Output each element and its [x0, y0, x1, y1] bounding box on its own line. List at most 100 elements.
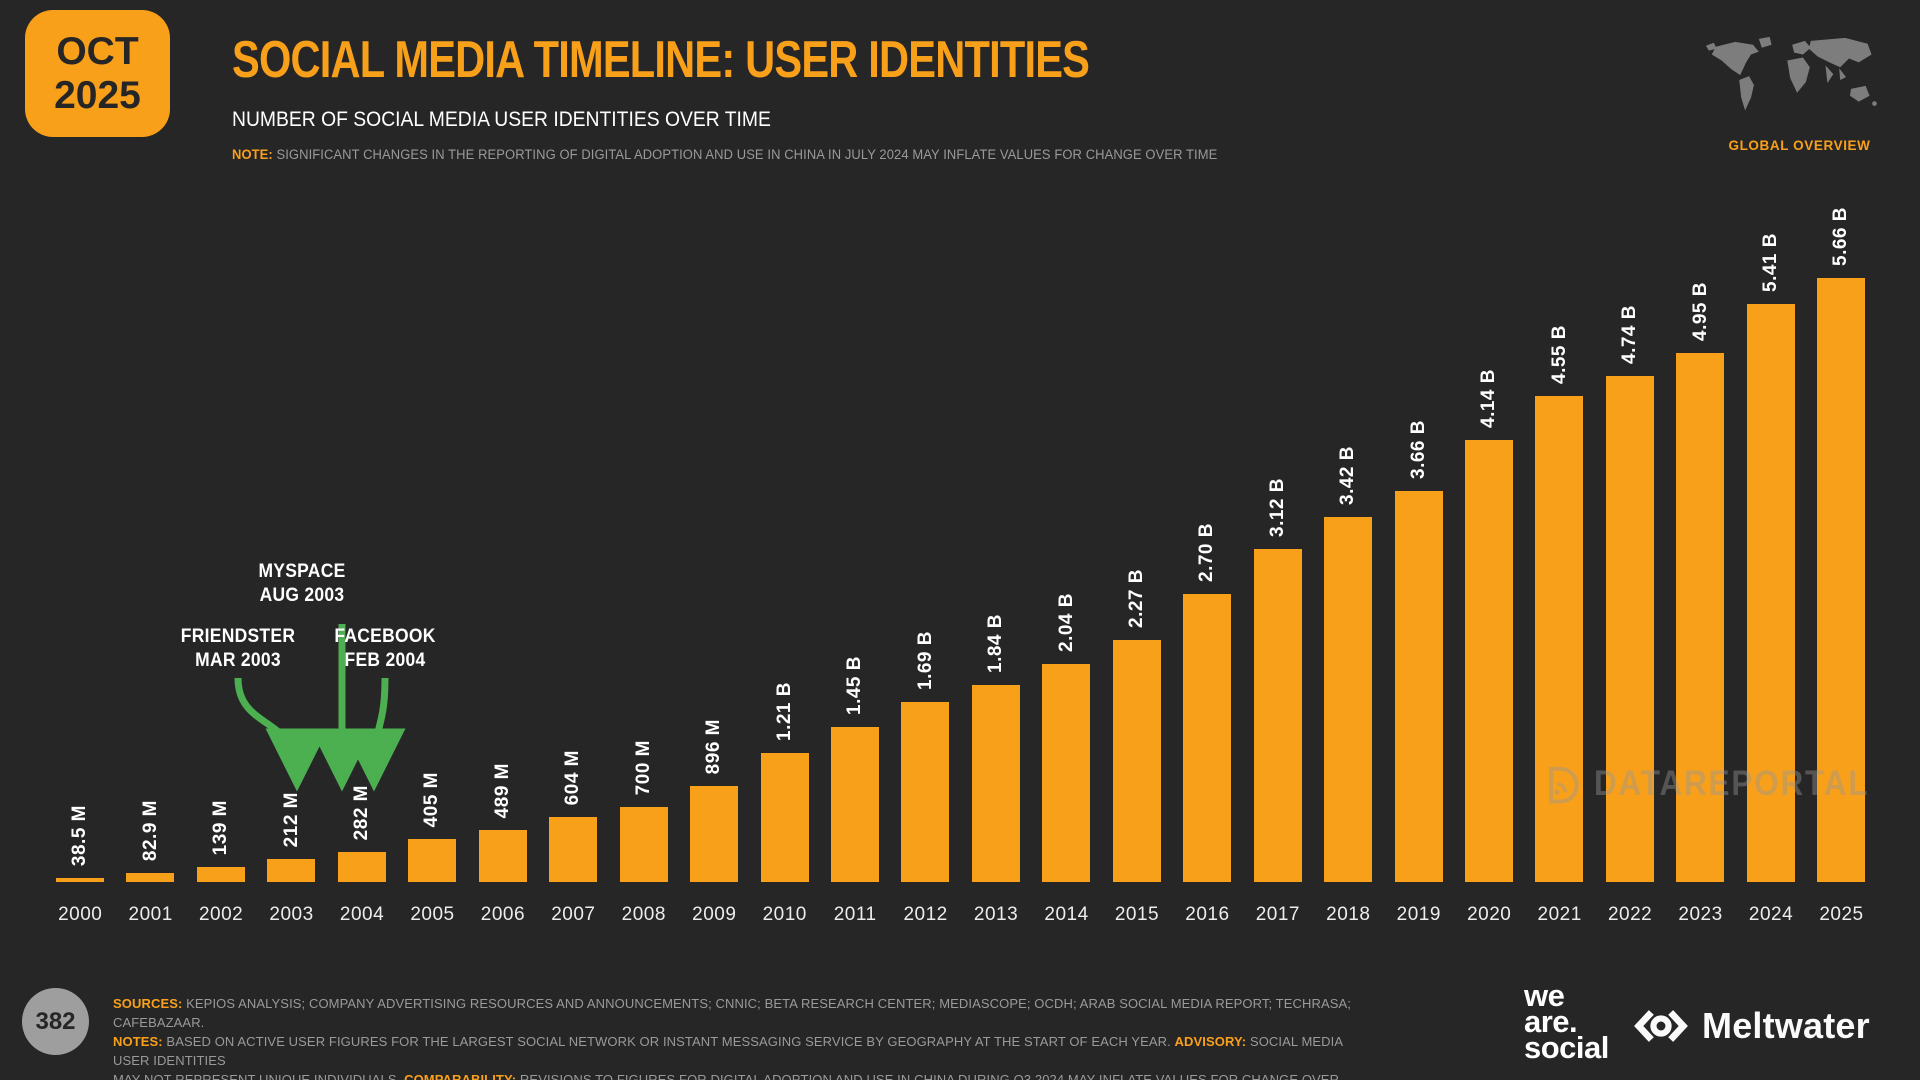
value-label-2019: 3.66 B: [1407, 420, 1429, 479]
year-label-2008: 2008: [621, 904, 666, 925]
bar-2009: [690, 786, 739, 882]
bar-2017: [1253, 549, 1302, 882]
bars-container: 38.5 M 2000 82.9 M 2001 139 M 2002 212 M 2003 28…: [45, 200, 1877, 925]
chart-column-2000: 38.5 M 2000: [45, 200, 115, 925]
chart-column-2018: 3.42 B 2018: [1313, 200, 1383, 925]
chart-column-2025: 5.66 B 2025: [1806, 200, 1876, 925]
badge-year: 2025: [54, 73, 141, 117]
year-label-2002: 2002: [198, 904, 244, 925]
bar-2008: [619, 807, 668, 882]
chart-column-2006: 489 M 2006: [468, 200, 538, 925]
year-label-2018: 2018: [1326, 904, 1371, 925]
note-text: SIGNIFICANT CHANGES IN THE REPORTING OF …: [272, 147, 1218, 162]
year-label-2009: 2009: [692, 904, 737, 925]
year-label-2007: 2007: [551, 904, 596, 925]
value-label-2009: 896 M: [703, 718, 725, 774]
value-label-2001: 82.9 M: [139, 799, 161, 861]
datareportal-watermark: DATAREPORTAL: [1543, 763, 1900, 805]
year-label-2003: 2003: [269, 904, 314, 925]
chart-column-2024: 5.41 B 2024: [1736, 200, 1806, 925]
bar-2001: [126, 873, 175, 882]
year-label-2016: 2016: [1185, 904, 1230, 925]
page-subtitle: NUMBER OF SOCIAL MEDIA USER IDENTITIES O…: [232, 108, 771, 131]
value-label-2011: 1.45 B: [844, 656, 866, 715]
value-label-2004: 282 M: [351, 784, 373, 840]
value-label-2002: 139 M: [210, 799, 232, 855]
year-label-2023: 2023: [1678, 904, 1723, 925]
datareportal-logo-icon: [1549, 766, 1579, 804]
bar-2019: [1394, 491, 1443, 882]
value-label-2003: 212 M: [280, 791, 302, 847]
bar-2018: [1324, 517, 1373, 882]
chart-column-2016: 2.70 B 2016: [1172, 200, 1242, 925]
region-indicator: GLOBAL OVERVIEW: [1697, 30, 1902, 153]
year-label-2020: 2020: [1467, 904, 1512, 925]
bar-2010: [760, 753, 809, 882]
meltwater-logo-icon: [1634, 1010, 1688, 1042]
chart-column-2005: 405 M 2005: [397, 200, 467, 925]
bar-2024: [1746, 304, 1795, 882]
bar-2020: [1465, 440, 1513, 882]
annotation-friendster-date: MAR 2003: [195, 650, 281, 671]
header-note: NOTE: SIGNIFICANT CHANGES IN THE REPORTI…: [232, 147, 1217, 162]
value-label-2006: 489 M: [491, 762, 513, 818]
value-label-2013: 1.84 B: [985, 614, 1007, 673]
meltwater-wordmark: Meltwater: [1702, 1005, 1870, 1046]
year-label-2001: 2001: [128, 904, 173, 925]
year-label-2000: 2000: [58, 904, 103, 925]
value-label-2000: 38.5 M: [69, 804, 91, 866]
bar-2015: [1112, 640, 1161, 882]
footer-notes: SOURCES: KEPIOS ANALYSIS; COMPANY ADVERT…: [113, 994, 1373, 1080]
notes-label: NOTES:: [113, 1034, 163, 1049]
value-label-2016: 2.70 B: [1196, 523, 1218, 582]
annotation-facebook-date: FEB 2004: [344, 650, 426, 671]
badge-month: OCT: [56, 29, 139, 73]
annotation-friendster: FRIENDSTER MAR 2003: [155, 625, 321, 673]
page-number-badge: 382: [22, 988, 89, 1055]
value-label-2025: 5.66 B: [1830, 207, 1852, 266]
year-label-2011: 2011: [833, 904, 877, 925]
bar-2000: [56, 878, 104, 882]
bar-2013: [971, 685, 1020, 882]
note-label: NOTE:: [232, 147, 273, 162]
we-are-social-line1: we: [1524, 978, 1565, 1013]
value-label-2008: 700 M: [632, 739, 654, 795]
bar-2004: [337, 852, 386, 882]
chart-column-2014: 2.04 B 2014: [1031, 200, 1101, 925]
year-label-2019: 2019: [1396, 904, 1441, 925]
bar-2007: [549, 817, 598, 882]
bar-chart: MYSPACE AUG 2003 FRIENDSTER MAR 2003 FAC…: [45, 200, 1877, 925]
chart-column-2004: 282 M 2004: [327, 200, 397, 925]
annotation-myspace-name: MYSPACE: [258, 561, 346, 582]
advisory-text: SOCIAL MEDIA USER IDENTITIES: [113, 1034, 1343, 1068]
region-label: GLOBAL OVERVIEW: [1728, 138, 1871, 153]
chart-column-2013: 1.84 B 2013: [961, 200, 1031, 925]
line3-prefix: MAY NOT REPRESENT UNIQUE INDIVIDUALS.: [113, 1072, 405, 1080]
meltwater-logo: Meltwater: [1630, 1005, 1870, 1047]
value-label-2020: 4.14 B: [1478, 369, 1500, 428]
annotation-friendster-name: FRIENDSTER: [180, 626, 296, 647]
year-label-2015: 2015: [1114, 904, 1160, 925]
year-label-2012: 2012: [903, 904, 948, 925]
chart-column-2019: 3.66 B 2019: [1384, 200, 1454, 925]
value-label-2023: 4.95 B: [1689, 282, 1711, 341]
value-label-2007: 604 M: [562, 749, 584, 805]
value-label-2021: 4.55 B: [1548, 325, 1570, 384]
bar-2005: [408, 839, 457, 882]
page-title: SOCIAL MEDIA TIMELINE: USER IDENTITIES: [232, 31, 1090, 89]
value-label-2017: 3.12 B: [1266, 478, 1288, 537]
value-label-2015: 2.27 B: [1125, 569, 1147, 628]
year-label-2025: 2025: [1819, 904, 1864, 925]
date-badge: OCT 2025: [25, 10, 170, 137]
comparability-label: COMPARABILITY:: [404, 1072, 517, 1080]
annotation-facebook-name: FACEBOOK: [334, 626, 436, 647]
chart-column-2008: 700 M 2008: [609, 200, 679, 925]
bar-2023: [1676, 353, 1725, 882]
chart-column-2020: 4.14 B 2020: [1454, 200, 1524, 925]
notes-text: BASED ON ACTIVE USER FIGURES FOR THE LAR…: [162, 1034, 1175, 1049]
annotation-myspace-date: AUG 2003: [259, 585, 345, 606]
annotation-facebook: FACEBOOK FEB 2004: [302, 625, 468, 673]
we-are-social-logo: we are. social: [1524, 978, 1609, 1063]
year-label-2004: 2004: [339, 904, 385, 925]
